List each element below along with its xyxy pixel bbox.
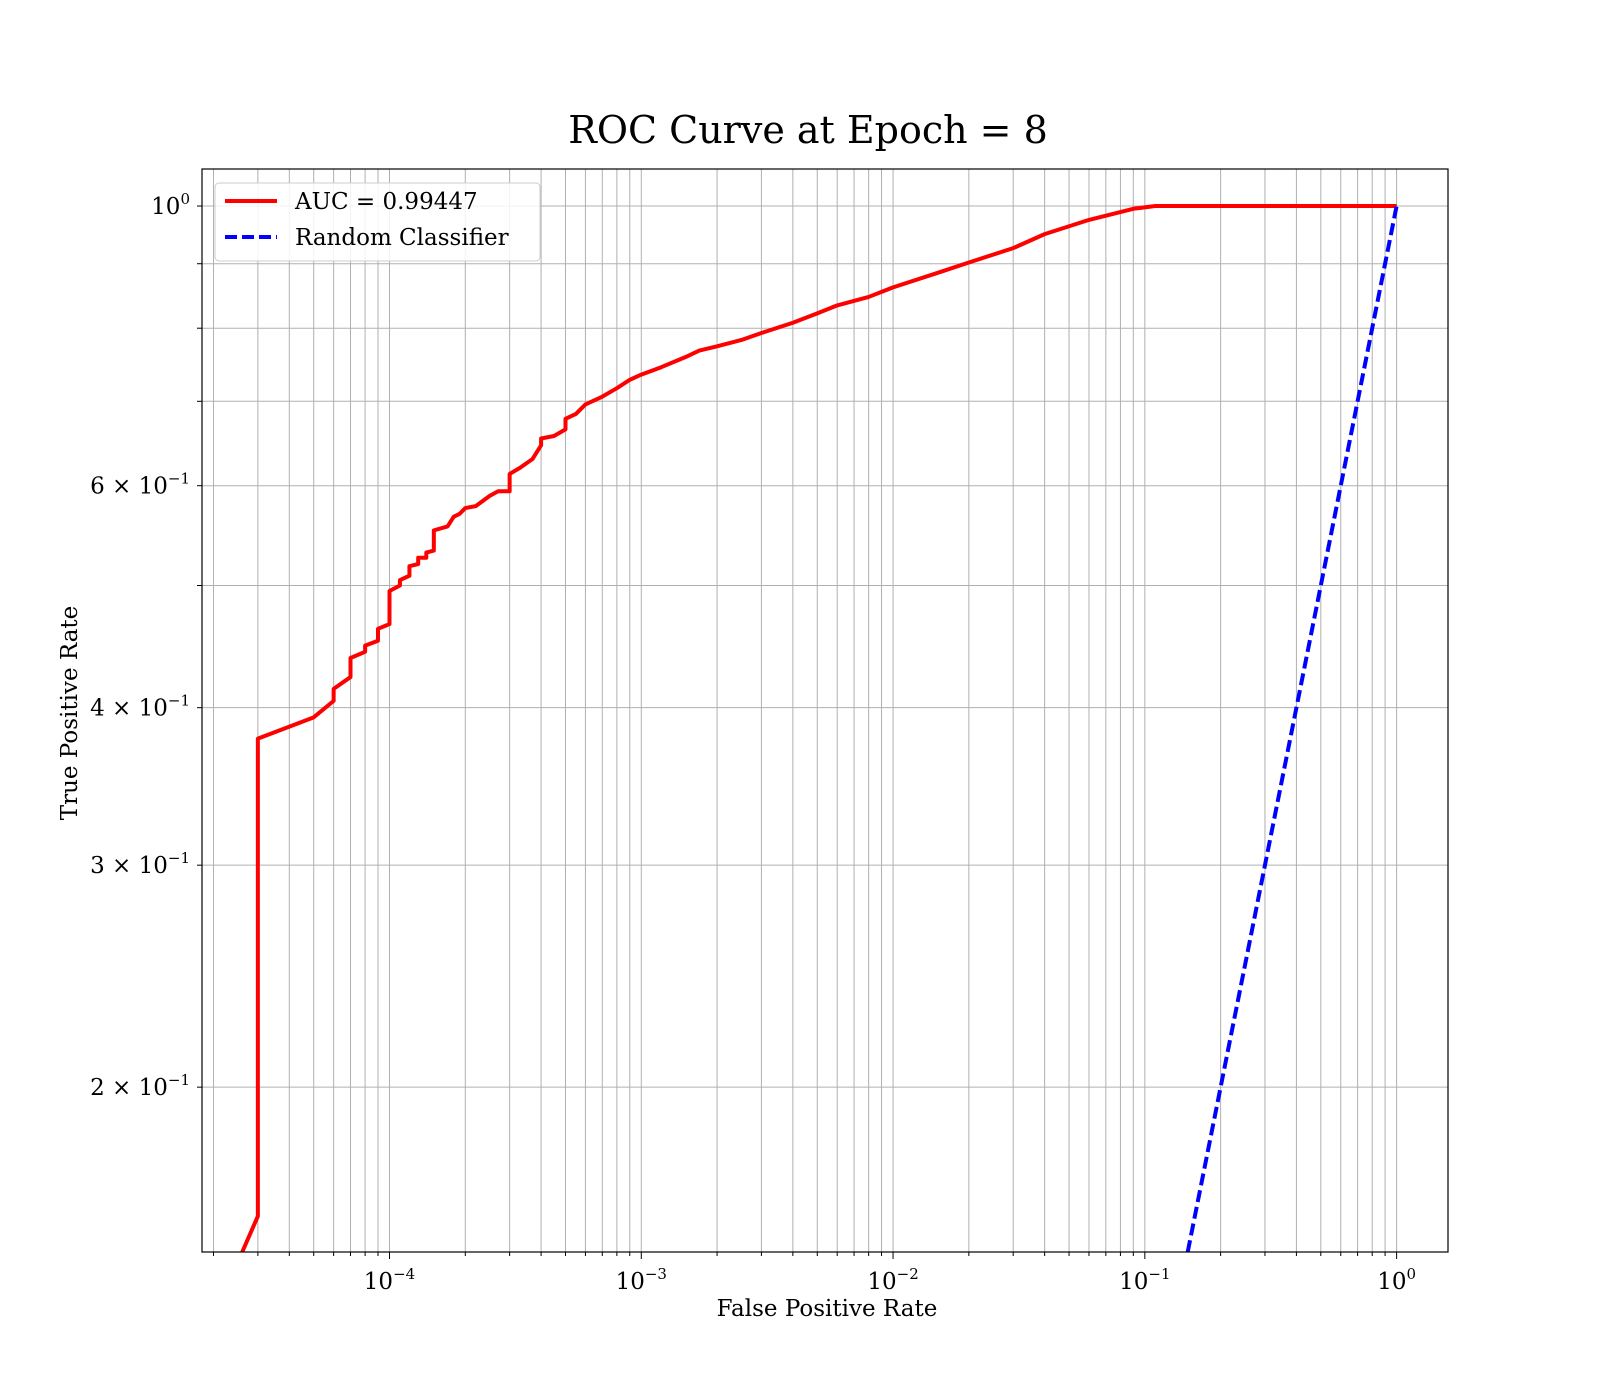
random-classifier-line	[1185, 205, 1399, 1252]
x-tick-label: 10−3	[616, 1265, 667, 1295]
x-tick-label: 10−1	[1119, 1265, 1170, 1295]
y-tick-label: 3 × 10−1	[90, 849, 190, 879]
y-tick-label: 6 × 10−1	[90, 470, 190, 500]
x-axis-label: False Positive Rate	[717, 1296, 938, 1322]
y-tick-label: 2 × 10−1	[90, 1071, 190, 1101]
roc-curve-line	[240, 204, 1397, 1252]
y-tick-label: 4 × 10−1	[90, 692, 190, 722]
legend-box	[214, 182, 541, 262]
legend: AUC = 0.99447 Random Classifier	[214, 182, 541, 262]
y-axis-label: True Positive Rate	[57, 606, 83, 821]
grid-lines	[202, 169, 1448, 1252]
chart-title: ROC Curve at Epoch = 8	[568, 108, 1048, 152]
plot-area	[240, 204, 1399, 1252]
y-axis-ticks: 100 6 × 10−1 4 × 10−1 3 × 10−1 2 × 10−1	[90, 190, 202, 1101]
x-axis-ticks: 10−4 10−3 10−2 10−1 100	[213, 1252, 1416, 1295]
x-tick-label: 10−4	[364, 1265, 415, 1295]
x-tick-label: 10−2	[867, 1265, 918, 1295]
y-tick-label: 100	[151, 190, 190, 220]
legend-label-random: Random Classifier	[295, 225, 509, 251]
x-tick-label: 100	[1377, 1265, 1416, 1295]
legend-label-auc: AUC = 0.99447	[294, 189, 478, 215]
axes-frame	[201, 168, 1449, 1253]
